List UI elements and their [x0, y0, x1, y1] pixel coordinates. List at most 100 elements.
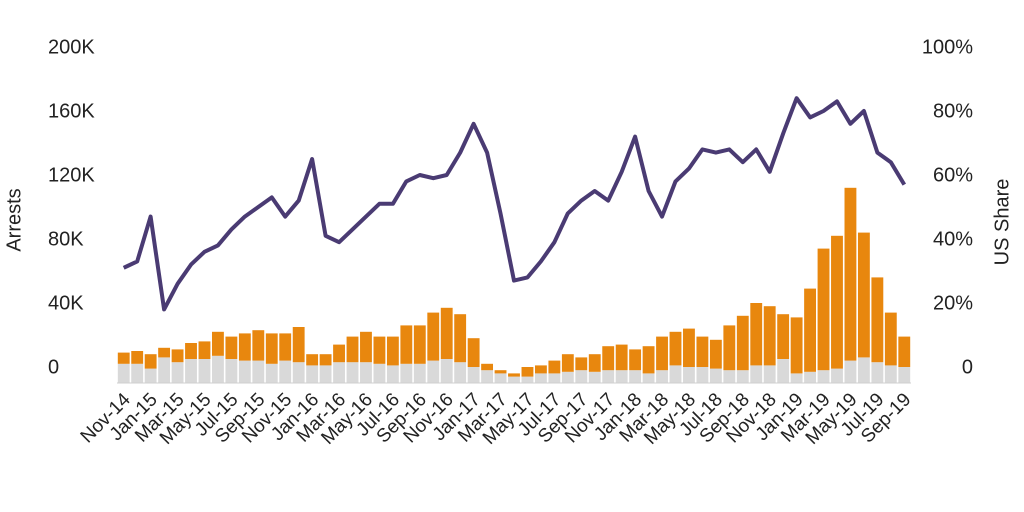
bar-segment	[158, 347, 171, 358]
bar-segment	[777, 359, 790, 383]
bar-segment	[292, 327, 305, 363]
bar-segment	[857, 357, 870, 383]
bar-segment	[131, 363, 144, 383]
bar-segment	[225, 359, 238, 383]
bar-segment	[561, 371, 574, 383]
bar-segment	[158, 357, 171, 383]
bar-segment	[656, 370, 668, 383]
bar-segment	[534, 365, 547, 374]
bar-segment	[534, 373, 547, 383]
bar-segment	[790, 317, 803, 374]
bar-segment	[440, 307, 453, 359]
bar-segment	[346, 336, 359, 363]
bar-segment	[306, 365, 319, 383]
bar-segment	[884, 312, 897, 366]
bar-segment	[521, 376, 534, 383]
y2-tick-label: 60%	[933, 164, 973, 186]
bar-segment	[413, 325, 426, 364]
bar-segment	[575, 370, 588, 383]
bar-segment	[319, 354, 332, 366]
bar-segment	[575, 357, 588, 371]
bar-segment	[831, 235, 843, 369]
bar-segment	[333, 362, 345, 383]
bar-segment	[857, 232, 870, 358]
bar-segment	[467, 338, 480, 367]
bar-segment	[346, 362, 359, 383]
bar-segment	[777, 314, 790, 359]
bar-segment	[238, 333, 251, 361]
bar-segment	[400, 325, 413, 364]
y-tick-label: 160K	[48, 100, 95, 122]
y-tick-label: 200K	[48, 36, 95, 58]
bar-segment	[386, 336, 399, 366]
bar-segment	[817, 248, 830, 371]
bar-segment	[198, 341, 211, 359]
bar-segment	[440, 359, 453, 383]
bar-segment	[588, 354, 601, 372]
bar-segment	[481, 363, 494, 371]
bar-segment	[212, 331, 224, 356]
bar-segment	[750, 303, 763, 366]
bar-segment	[723, 370, 736, 383]
bar-segment	[548, 373, 561, 383]
bar-segment	[360, 331, 372, 363]
bar-segment	[884, 365, 897, 383]
bar-segment	[386, 365, 399, 383]
bar-segment	[238, 360, 251, 383]
bar-segment	[198, 359, 211, 383]
bar-segment	[252, 330, 265, 361]
bar-segment	[494, 373, 507, 383]
bar-segment	[656, 336, 668, 371]
bar-segment	[871, 277, 884, 363]
y-axis-title: Arrests	[3, 188, 25, 251]
bar-segment	[817, 370, 830, 383]
bar-segment	[736, 315, 749, 371]
bar-segment	[683, 328, 695, 367]
bar-segment	[373, 363, 386, 383]
y2-axis-title: US Share	[991, 179, 1013, 266]
bar-segment	[629, 370, 642, 383]
bar-segment	[131, 351, 144, 364]
bar-segment	[736, 370, 749, 383]
bar-segment	[588, 371, 601, 383]
bar-segment	[804, 288, 816, 372]
bar-segment	[561, 354, 574, 372]
bar-segment	[615, 344, 628, 371]
bar-segment	[494, 370, 507, 374]
bar-segment	[629, 349, 642, 371]
bar-segment	[333, 344, 345, 363]
bar-segment	[683, 367, 695, 383]
y-tick-label: 80K	[48, 228, 84, 250]
bar-segment	[508, 376, 520, 383]
bar-segment	[427, 312, 440, 361]
bar-segment	[279, 360, 292, 383]
bar-segment	[279, 333, 292, 361]
y2-tick-label: 80%	[933, 100, 973, 122]
y-tick-label: 0	[48, 356, 59, 378]
bar-segment	[185, 359, 197, 383]
bar-segment	[642, 373, 655, 383]
bar-segment	[413, 363, 426, 383]
y2-tick-label: 100%	[922, 36, 973, 58]
bar-segment	[602, 370, 615, 383]
bar-segment	[265, 333, 278, 364]
y2-tick-label: 20%	[933, 292, 973, 314]
bar-segment	[669, 331, 682, 366]
y2-tick-label: 40%	[933, 228, 973, 250]
y2-tick-label: 0	[962, 356, 973, 378]
bar-segment	[467, 367, 480, 383]
bar-segment	[696, 336, 709, 367]
bar-segment	[319, 365, 332, 383]
bar-segment	[427, 360, 440, 383]
bar-segment	[454, 362, 467, 383]
bar-segment	[898, 336, 911, 367]
bar-segment	[117, 363, 130, 383]
bar-segment	[750, 365, 763, 383]
bar-segment	[171, 362, 184, 383]
bar-segment	[171, 349, 184, 363]
bar-segment	[898, 367, 911, 383]
bar-segment	[225, 336, 238, 359]
bar-segment	[763, 365, 776, 383]
bar-segment	[804, 371, 816, 383]
bar-segment	[548, 360, 561, 374]
